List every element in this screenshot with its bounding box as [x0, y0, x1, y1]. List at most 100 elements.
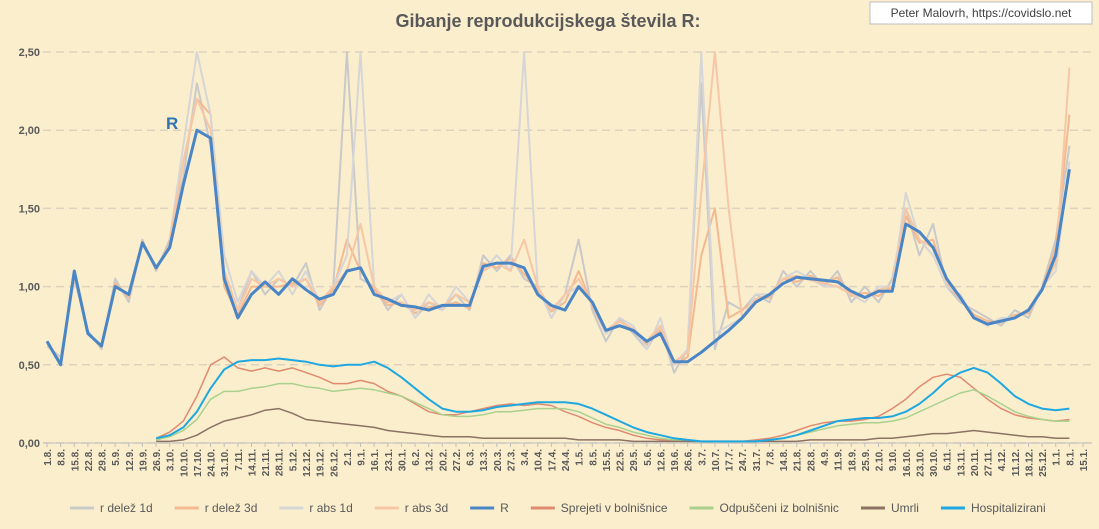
series-line [168, 51, 1071, 363]
x-tick-label: 17.7. [725, 449, 736, 471]
x-tick-label: 27.2. [452, 449, 463, 471]
x-tick-label: 9.1. [357, 449, 368, 466]
x-tick-label: 8.5. [588, 449, 599, 466]
x-tick-label: 12.12. [302, 449, 313, 477]
x-tick-label: 28.8. [806, 449, 817, 471]
series-line [155, 357, 1070, 443]
x-tick-label: 6.11. [943, 449, 954, 471]
x-tick-label: 2.10. [875, 449, 886, 471]
x-tick-label: 29.5. [629, 449, 640, 471]
credit-box [869, 1, 1093, 25]
chart-title: Gibanje reprodukcijskega števila R: [395, 11, 700, 31]
x-tick-label: 24.10. [207, 449, 218, 477]
x-tick-label: 11.12. [1011, 449, 1022, 476]
x-tick-label: 3.4. [520, 449, 531, 466]
x-tick-label: 17.10. [193, 449, 204, 477]
x-tick-label: 13.2. [425, 449, 436, 471]
series-line [156, 407, 1070, 443]
x-tick-label: 19.9. [138, 449, 149, 471]
x-tick-label: 13.11. [956, 449, 967, 476]
x-tick-label: 16.1. [370, 449, 381, 471]
x-tick-label: 3.7. [697, 449, 708, 466]
y-tick-label: 2,50 [19, 47, 40, 59]
x-tick-label: 30.10. [929, 449, 940, 477]
x-tick-label: 13.3. [479, 449, 490, 471]
x-tick-label: 14.11. [247, 449, 258, 476]
x-tick-label: 6.3. [466, 449, 477, 466]
legend-label: R [500, 501, 509, 515]
x-tick-label: 17.4. [547, 449, 558, 471]
x-tick-label: 15.1. [1079, 449, 1090, 471]
legend-label: r abs 3d [405, 501, 448, 515]
x-tick-label: 24.4. [561, 449, 572, 471]
x-tick-label: 28.11. [275, 449, 286, 476]
x-tick-label: 10.10. [179, 449, 190, 477]
x-tick-label: 22.8. [84, 449, 95, 471]
x-tick-label: 16.10. [902, 449, 913, 477]
x-tick-label: 20.11. [970, 449, 981, 476]
series-line [155, 382, 1070, 443]
x-tick-label: 20.2. [438, 449, 449, 471]
x-tick-label: 9.10. [888, 449, 899, 471]
x-tick-label: 5.9. [111, 449, 122, 466]
x-tick-label: 12.6. [656, 449, 667, 471]
x-tick-label: 21.11. [261, 449, 272, 476]
x-tick-label: 19.6. [670, 449, 681, 471]
x-tick-label: 25.12. [1038, 449, 1049, 477]
legend-label: r delež 1d [100, 501, 153, 515]
x-tick-label: 7.11. [234, 449, 245, 471]
x-tick-label: 5.6. [643, 449, 654, 466]
series-line [46, 51, 1071, 374]
x-tick-label: 3.10. [166, 449, 177, 471]
x-tick-label: 23.1. [384, 449, 395, 471]
x-tick-label: 21.8. [793, 449, 804, 471]
x-tick-label: 22.5. [616, 449, 627, 471]
x-tick-label: 1.8. [43, 449, 54, 466]
x-tick-label: 10.7. [711, 449, 722, 471]
x-tick-label: 4.9. [820, 449, 831, 466]
x-tick-label: 31.7. [752, 449, 763, 471]
x-tick-label: 27.3. [506, 449, 517, 471]
series-line [155, 356, 1070, 443]
x-tick-label: 1.5. [575, 449, 586, 466]
x-tick-label: 14.8. [779, 449, 790, 471]
x-tick-label: 8.1. [1065, 449, 1076, 466]
legend-label: Sprejeti v bolnišnice [561, 501, 668, 515]
legend-label: Umrli [891, 501, 919, 515]
x-tick-label: 20.3. [493, 449, 504, 471]
x-tick-label: 27.11. [984, 449, 995, 476]
x-tick-label: 26.9. [152, 449, 163, 471]
y-tick-label: 0,50 [19, 360, 40, 372]
annotation: R [166, 114, 178, 133]
x-tick-label: 8.8. [57, 449, 68, 466]
x-tick-label: 15.8. [70, 449, 81, 471]
y-tick-label: 1,00 [19, 282, 40, 294]
x-tick-label: 11.9. [834, 449, 845, 471]
x-tick-label: 18.9. [847, 449, 858, 471]
x-tick-label: 12.9. [125, 449, 136, 471]
x-tick-label: 7.8. [765, 449, 776, 466]
x-tick-label: 30.1. [397, 449, 408, 471]
legend-label: Odpuščeni iz bolnišnic [720, 501, 839, 515]
series-line [45, 128, 1071, 367]
x-tick-label: 29.8. [98, 449, 109, 471]
y-tick-label: 1,50 [19, 203, 40, 215]
x-tick-label: 10.4. [534, 449, 545, 471]
x-tick-label: 19.12. [316, 449, 327, 477]
legend-label: Hospitalizirani [971, 501, 1046, 515]
credit: Peter Malovrh, https://covidslo.net [891, 6, 1072, 20]
y-tick-label: 2,00 [19, 125, 40, 137]
x-tick-label: 1.1. [1052, 449, 1063, 466]
x-tick-label: 6.2. [411, 449, 422, 466]
x-tick-label: 25.9. [861, 449, 872, 471]
x-tick-label: 18.12. [1024, 449, 1035, 477]
x-tick-label: 5.12. [288, 449, 299, 471]
x-tick-label: 31.10. [220, 449, 231, 477]
x-tick-label: 23.10. [915, 449, 926, 477]
y-tick-label: 0,00 [19, 438, 40, 450]
x-tick-label: 4.12. [997, 449, 1008, 471]
legend-label: r delež 3d [205, 501, 258, 515]
x-tick-label: 26.6. [684, 449, 695, 471]
legend-label: r abs 1d [309, 501, 352, 515]
